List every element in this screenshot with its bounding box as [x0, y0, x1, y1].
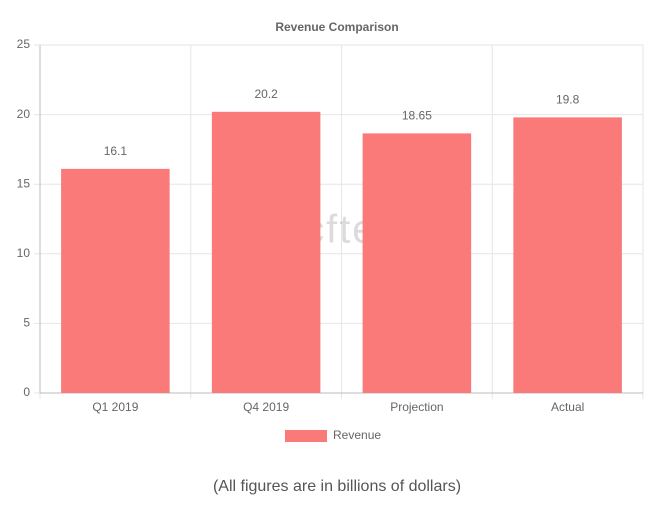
x-tick-label: Actual	[551, 400, 584, 414]
y-tick-label: 15	[17, 176, 31, 190]
bar	[211, 111, 321, 393]
y-tick-label: 25	[17, 37, 31, 51]
data-label: 16.1	[104, 144, 128, 158]
y-tick-label: 0	[23, 385, 30, 399]
bar	[513, 117, 622, 393]
y-tick-label: 5	[23, 316, 30, 330]
data-label: 20.2	[254, 87, 278, 101]
caption: (All figures are in billions of dollars)	[213, 478, 461, 495]
chart-title: Revenue Comparison	[275, 20, 398, 34]
data-label: 19.8	[556, 93, 580, 107]
bar	[61, 168, 170, 393]
x-tick-label: Q1 2019	[92, 400, 138, 414]
y-tick-label: 20	[17, 107, 31, 121]
legend-swatch	[285, 430, 327, 442]
x-tick-label: Projection	[390, 400, 443, 414]
legend-label: Revenue	[333, 428, 381, 442]
x-tick-label: Q4 2019	[243, 400, 289, 414]
bar	[362, 133, 472, 393]
y-tick-label: 10	[17, 246, 31, 260]
data-label: 18.65	[402, 109, 432, 123]
